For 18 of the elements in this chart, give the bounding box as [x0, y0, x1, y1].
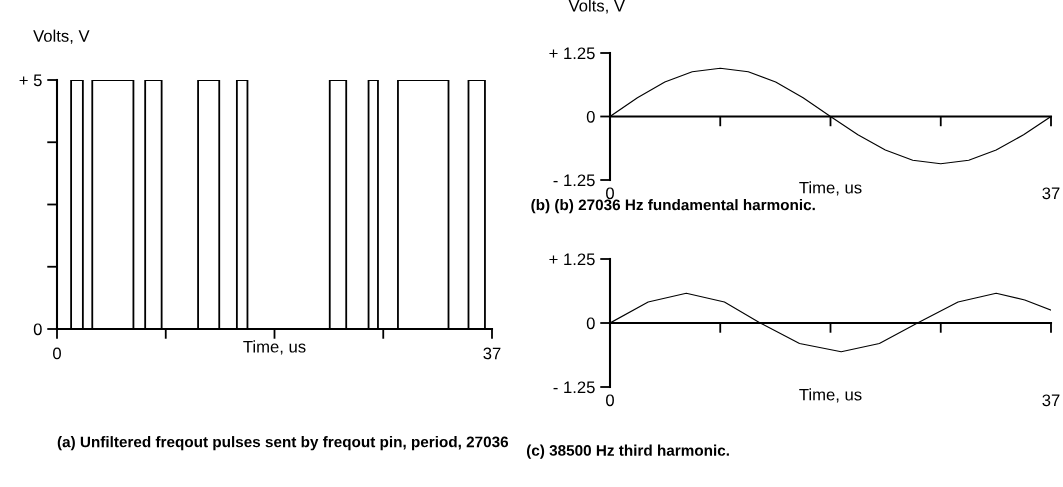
y-tick-label: + 1.25	[549, 47, 595, 60]
y-tick-label: - 1.25	[553, 381, 595, 394]
text: (c) 38500 Hz third harmonic.	[526, 444, 729, 459]
y-tick-label: 0	[586, 317, 595, 330]
x-axis-title: Time, us	[799, 388, 862, 403]
text: (b) (b) 27036 Hz fundamental harmonic.	[531, 199, 815, 214]
y-axis-title: Volts, V	[33, 29, 90, 44]
x-tick-label: 37	[483, 347, 501, 360]
y-tick-label: + 1.25	[549, 253, 595, 266]
y-axis-title: Volts, V	[568, 0, 625, 14]
x-axis-title: Time, us	[243, 340, 306, 355]
x-axis-title: Time, us	[799, 181, 862, 196]
x-tick-label: 37	[1042, 187, 1060, 200]
y-tick-label: 0	[586, 110, 595, 123]
y-tick-label: + 5	[19, 74, 42, 87]
text: (a) Unfiltered freqout pulses sent by freqout pin, period, 27036	[57, 436, 509, 451]
y-tick-label: - 1.25	[553, 174, 595, 187]
x-tick-label: 37	[1042, 394, 1060, 407]
